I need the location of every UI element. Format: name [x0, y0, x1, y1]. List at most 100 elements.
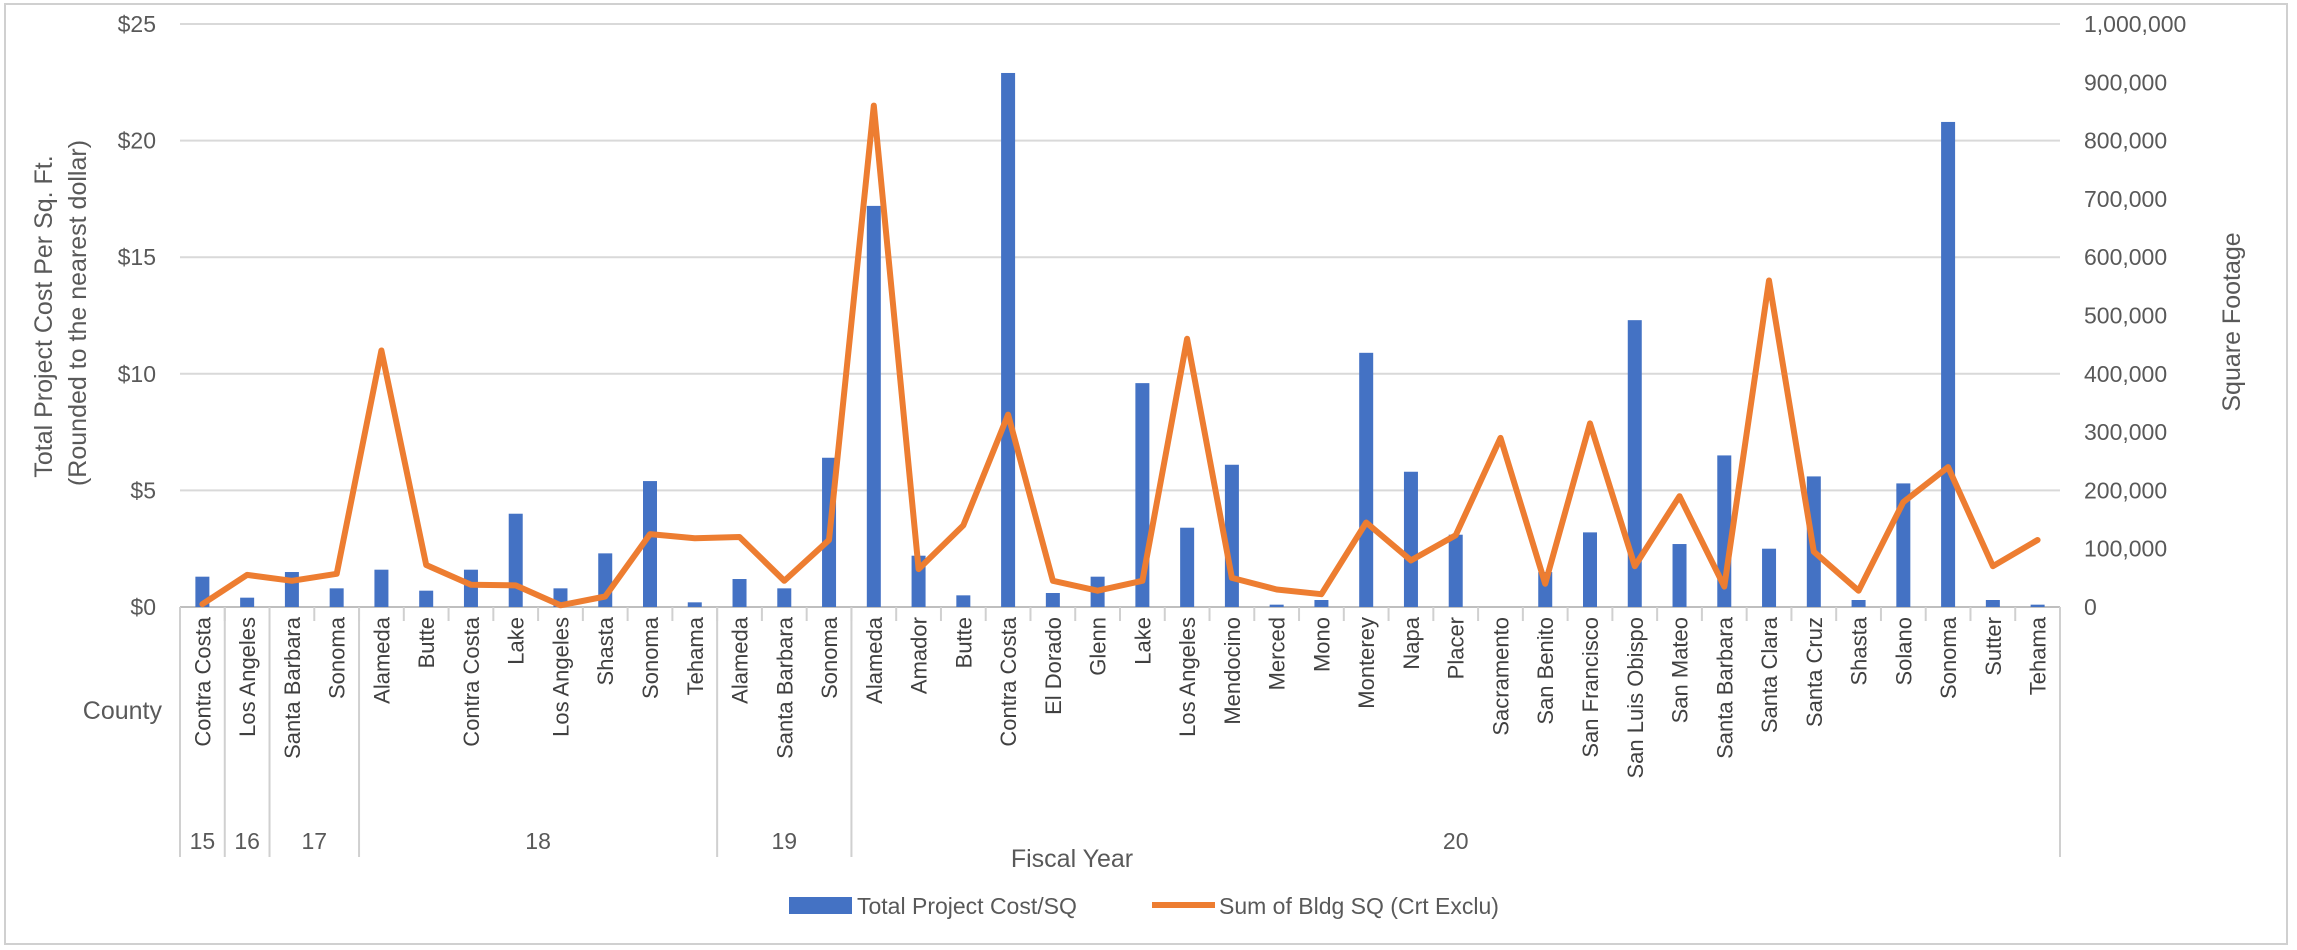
- right-tick-label: 300,000: [2084, 419, 2167, 445]
- left-tick-label: $25: [118, 11, 156, 37]
- line-series: [199, 102, 2041, 609]
- bar: [777, 588, 792, 607]
- category-axis: Contra Costa Los Angeles Santa Barbara Sono…: [179, 607, 2061, 857]
- bar: [732, 579, 747, 607]
- right-tick-label: 1,000,000: [2084, 11, 2186, 37]
- chart-frame: [4, 3, 2288, 945]
- category-label: Contra Costa: [459, 616, 484, 746]
- category-label: Lake: [504, 617, 529, 665]
- category-label: San Mateo: [1668, 617, 1693, 723]
- gridlines: [180, 23, 2060, 608]
- bar: [1762, 548, 1777, 607]
- category-label: Placer: [1444, 617, 1469, 679]
- right-tick-label: 400,000: [2084, 361, 2167, 387]
- bar: [1448, 534, 1463, 607]
- fiscal-year-label: 18: [525, 828, 551, 854]
- category-label: Alameda: [862, 616, 887, 704]
- category-label: Mono: [1309, 617, 1334, 672]
- category-label: San Benito: [1533, 617, 1558, 725]
- right-axis-title: Square Footage: [2218, 232, 2246, 411]
- category-label: San Francisco: [1578, 617, 1603, 758]
- bar: [1180, 527, 1195, 607]
- category-label: Santa Clara: [1757, 616, 1782, 733]
- right-tick-label: 100,000: [2084, 536, 2167, 562]
- right-axis-ticks: 0 100,000 200,000 300,000 400,000 500,000 600,…: [2084, 11, 2186, 620]
- category-label: Santa Barbara: [1712, 616, 1737, 759]
- bar: [866, 205, 881, 607]
- bar: [419, 590, 434, 607]
- category-label: Monterey: [1354, 617, 1379, 709]
- bar: [1851, 600, 1866, 607]
- bar: [374, 569, 389, 607]
- bar: [1045, 593, 1060, 607]
- bar: [1627, 320, 1642, 607]
- left-tick-label: $10: [118, 361, 156, 387]
- category-label: Alameda: [728, 616, 753, 704]
- right-tick-label: 0: [2084, 594, 2097, 620]
- bar: [2030, 604, 2045, 607]
- series-line: [199, 102, 2041, 609]
- category-label: Solano: [1891, 617, 1916, 686]
- left-tick-label: $5: [130, 477, 156, 503]
- category-label: Alameda: [369, 616, 394, 704]
- fiscal-year-label: 19: [771, 828, 797, 854]
- category-label: Contra Costa: [996, 616, 1021, 746]
- category-label: El Dorado: [1041, 617, 1066, 715]
- category-label: Santa Barbara: [280, 616, 305, 759]
- row-label-county: County: [83, 697, 163, 725]
- right-tick-label: 800,000: [2084, 128, 2167, 154]
- left-axis-ticks: $0 $5 $10 $15 $20 $25: [118, 11, 156, 620]
- category-label: Sonoma: [638, 616, 663, 699]
- fiscal-year-label: 20: [1443, 828, 1469, 854]
- bar: [1359, 352, 1374, 607]
- bar: [956, 595, 971, 607]
- bar: [1941, 121, 1956, 607]
- category-label: Sacramento: [1489, 617, 1514, 736]
- category-label: Tehama: [683, 616, 708, 695]
- left-tick-label: $15: [118, 244, 156, 270]
- category-label: Los Angeles: [1175, 617, 1200, 737]
- bar: [1001, 72, 1016, 608]
- left-axis-title: Total Project Cost Per Sq. Ft. (Rounded …: [30, 140, 92, 486]
- legend: Total Project Cost/SQ Sum of Bldg SQ (Cr…: [789, 893, 1499, 919]
- bar: [687, 602, 702, 607]
- right-tick-label: 500,000: [2084, 303, 2167, 329]
- right-tick-label: 200,000: [2084, 477, 2167, 503]
- bar: [1314, 600, 1329, 607]
- category-label: Sonoma: [325, 616, 350, 699]
- category-label: Santa Barbara: [772, 616, 797, 759]
- legend-label-bar: Total Project Cost/SQ: [857, 893, 1077, 919]
- bar: [1985, 600, 2000, 607]
- legend-label-line: Sum of Bldg SQ (Crt Exclu): [1219, 893, 1499, 919]
- bar: [329, 588, 344, 607]
- category-label: Shasta: [593, 616, 618, 685]
- category-label: Los Angeles: [235, 617, 260, 737]
- x-axis-title: Fiscal Year: [1011, 845, 1133, 873]
- category-label: Contra Costa: [190, 616, 215, 746]
- left-tick-label: $0: [130, 594, 156, 620]
- category-label: Merced: [1265, 617, 1290, 690]
- legend-swatch-bar: [789, 897, 852, 914]
- bar: [1269, 604, 1284, 607]
- fiscal-year-label: 17: [301, 828, 327, 854]
- category-label: Amador: [907, 617, 932, 694]
- category-label: Mendocino: [1220, 617, 1245, 725]
- fiscal-year-label: 15: [190, 828, 216, 854]
- bar: [240, 597, 255, 607]
- category-label: San Luis Obispo: [1623, 617, 1648, 778]
- category-label: Sutter: [1981, 617, 2006, 676]
- category-label: Butte: [414, 617, 439, 668]
- category-label: Lake: [1130, 617, 1155, 665]
- bar: [1583, 532, 1597, 607]
- category-label: Sonoma: [817, 616, 842, 699]
- category-label: Santa Cruz: [1802, 617, 1827, 727]
- bar: [463, 569, 478, 607]
- category-label: Los Angeles: [549, 617, 574, 737]
- category-label: Shasta: [1847, 616, 1872, 685]
- category-label: Glenn: [1086, 617, 1111, 676]
- right-tick-label: 600,000: [2084, 244, 2167, 270]
- category-label: Napa: [1399, 616, 1424, 669]
- fiscal-year-label: 16: [234, 828, 260, 854]
- bar: [1672, 544, 1687, 607]
